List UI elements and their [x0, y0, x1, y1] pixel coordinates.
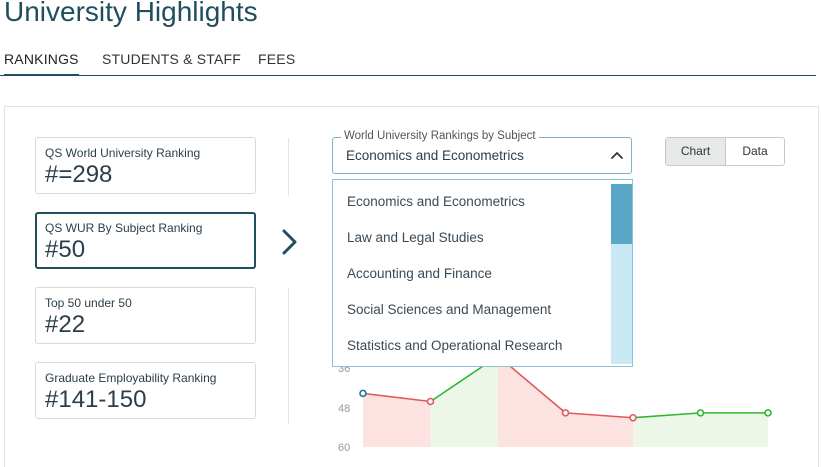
rank-card-subject[interactable]: QS WUR By Subject Ranking #50 — [35, 212, 256, 269]
chevron-right-icon — [282, 229, 297, 255]
chart-data-point[interactable] — [359, 389, 367, 398]
rank-card-employability[interactable]: Graduate Employability Ranking #141-150 — [35, 362, 256, 419]
chart-area-segment — [565, 412, 633, 447]
tab-bar: RANKINGS STUDENTS & STAFF FEES — [0, 50, 816, 76]
chart-area-segment — [430, 356, 498, 447]
rankings-panel: QS World University Ranking #=298 QS WUR… — [4, 106, 819, 467]
tab-students-staff[interactable]: STUDENTS & STAFF — [102, 51, 242, 67]
dropdown-option[interactable]: Economics and Econometrics — [347, 194, 525, 209]
chart-data-point[interactable] — [696, 409, 705, 417]
view-toggle: Chart Data — [665, 137, 785, 166]
page-title: University Highlights — [4, 0, 258, 27]
dropdown-scrollbar-thumb[interactable] — [611, 184, 632, 244]
chart-area-segment — [498, 356, 566, 447]
y-tick-label: 48 — [338, 403, 350, 415]
chart-view-button[interactable]: Chart — [666, 138, 726, 165]
dropdown-option[interactable]: Statistics and Operational Research — [347, 338, 563, 353]
chart-data-point[interactable] — [764, 409, 772, 417]
chart-area-segment — [633, 412, 701, 447]
chart-area-segment — [363, 393, 431, 447]
rank-label: QS WUR By Subject Ranking — [45, 221, 203, 235]
rank-label: QS World University Ranking — [45, 146, 201, 160]
data-view-button[interactable]: Data — [742, 144, 768, 158]
tab-rankings[interactable]: RANKINGS — [4, 50, 79, 76]
rank-value: #141-150 — [45, 386, 147, 413]
chart-line-segment — [565, 412, 634, 419]
chart-line-segment — [632, 412, 701, 419]
rank-card-top50[interactable]: Top 50 under 50 #22 — [35, 287, 256, 344]
tab-fees[interactable]: FEES — [258, 51, 296, 67]
dropdown-option[interactable]: Law and Legal Studies — [347, 230, 484, 245]
select-legend: World University Rankings by Subject — [341, 130, 539, 142]
y-tick-label: 60 — [338, 442, 350, 454]
chart-line-segment — [362, 392, 431, 403]
select-value: Economics and Econometrics — [346, 148, 524, 163]
dropdown-option[interactable]: Social Sciences and Management — [347, 302, 552, 317]
chart-data-point[interactable] — [561, 409, 570, 417]
rank-value: #=298 — [45, 161, 113, 188]
chart-data-point[interactable] — [629, 413, 637, 422]
rank-label: Graduate Employability Ranking — [45, 371, 217, 385]
rank-card-world[interactable]: QS World University Ranking #=298 — [35, 137, 256, 194]
rank-value: #22 — [45, 311, 86, 338]
chart-data-point[interactable] — [426, 397, 435, 406]
divider — [288, 138, 289, 196]
divider — [288, 288, 289, 424]
subject-select[interactable]: World University Rankings by Subject Eco… — [332, 130, 632, 174]
dropdown-option[interactable]: Accounting and Finance — [347, 266, 492, 281]
rank-label: Top 50 under 50 — [45, 296, 132, 310]
chevron-up-icon — [611, 152, 623, 159]
chart-area-segment — [700, 412, 768, 447]
rank-value: #50 — [45, 236, 86, 263]
subject-dropdown: Economics and Econometrics Law and Legal… — [332, 179, 633, 367]
